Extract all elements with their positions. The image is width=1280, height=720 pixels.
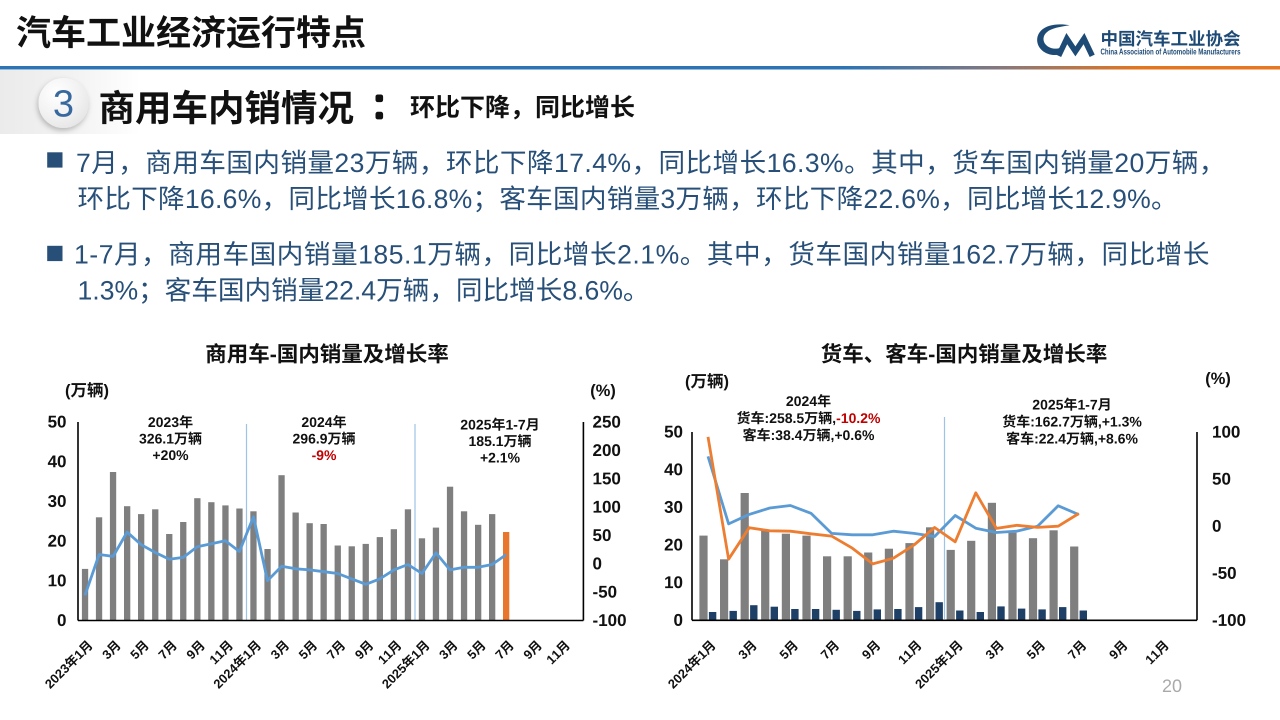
svg-text:China Association of Automobil: China Association of Automobile Manufact…: [1101, 48, 1242, 57]
